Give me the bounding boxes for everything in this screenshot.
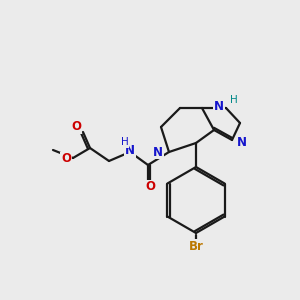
Text: H: H	[230, 95, 238, 105]
Text: O: O	[71, 121, 81, 134]
Text: N: N	[125, 145, 135, 158]
Text: N: N	[214, 100, 224, 112]
Text: N: N	[237, 136, 247, 148]
Text: N: N	[153, 146, 163, 158]
Text: O: O	[61, 152, 71, 166]
Text: H: H	[121, 137, 129, 147]
Text: O: O	[145, 181, 155, 194]
Text: Br: Br	[189, 239, 203, 253]
